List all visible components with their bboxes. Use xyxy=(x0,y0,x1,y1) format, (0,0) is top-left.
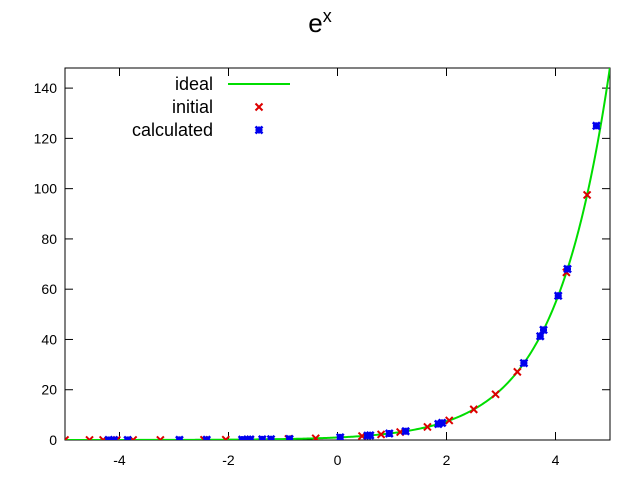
svg-text:ex: ex xyxy=(308,6,331,38)
y-tick-label: 140 xyxy=(34,80,58,96)
y-tick-label: 100 xyxy=(34,181,58,197)
y-tick-label: 60 xyxy=(41,281,57,297)
data-point-calculated xyxy=(266,434,276,440)
data-point-calculated xyxy=(257,434,267,440)
data-point-calculated xyxy=(401,426,411,436)
data-point-initial xyxy=(469,405,478,414)
x-tick-label: 4 xyxy=(552,452,560,468)
legend-label-initial: initial xyxy=(172,97,213,117)
data-point-initial xyxy=(156,435,165,440)
y-axis: 0 20 40 60 80 100 120 140 xyxy=(34,80,610,448)
data-point-initial xyxy=(376,430,386,439)
legend-swatch-calculated xyxy=(254,125,264,135)
data-point-calculated xyxy=(519,358,529,368)
x-axis: -4 -2 0 2 4 xyxy=(113,68,560,468)
title-base: e xyxy=(308,8,322,38)
x-tick-label: -4 xyxy=(113,452,126,468)
legend-label-calculated: calculated xyxy=(132,120,213,140)
y-tick-label: 80 xyxy=(41,231,57,247)
data-point-calculated xyxy=(123,435,133,440)
data-point-initial xyxy=(513,367,522,377)
plot-area xyxy=(65,68,610,440)
data-point-calculated xyxy=(285,434,294,440)
data-point-initial xyxy=(65,435,70,440)
x-tick-label: -2 xyxy=(222,452,235,468)
data-point-calculated xyxy=(109,435,119,440)
data-point-calculated xyxy=(384,429,394,438)
legend-label-ideal: ideal xyxy=(175,74,213,94)
data-point-calculated xyxy=(245,435,255,440)
legend-swatch-initial xyxy=(254,102,264,112)
chart-title: ex xyxy=(308,6,331,38)
x-tick-label: 2 xyxy=(443,452,451,468)
data-point-calculated xyxy=(591,121,601,131)
x-tick-label: 0 xyxy=(334,452,342,468)
data-point-initial xyxy=(582,190,592,200)
y-tick-label: 120 xyxy=(34,130,58,146)
data-point-calculated xyxy=(535,331,545,341)
data-point-calculated xyxy=(553,291,563,301)
data-point-calculated xyxy=(539,325,548,335)
data-point-calculated xyxy=(335,432,345,440)
legend: ideal initial calculated xyxy=(132,74,290,140)
title-superscript: x xyxy=(323,6,332,26)
data-point-calculated xyxy=(563,264,572,274)
data-point-calculated xyxy=(175,435,184,440)
data-point-initial xyxy=(445,416,454,425)
data-point-calculated xyxy=(437,418,447,428)
data-point-calculated xyxy=(202,435,212,440)
data-point-initial xyxy=(85,435,94,440)
y-tick-label: 40 xyxy=(41,331,57,347)
data-point-initial xyxy=(423,422,432,432)
data-point-initial xyxy=(491,390,500,399)
y-tick-label: 20 xyxy=(41,382,57,398)
series-points-calculated xyxy=(104,121,601,440)
data-point-calculated xyxy=(365,431,375,440)
data-point-initial xyxy=(221,435,230,440)
data-point-initial xyxy=(311,434,320,440)
y-tick-label: 0 xyxy=(49,432,57,448)
series-points-initial xyxy=(65,190,592,440)
